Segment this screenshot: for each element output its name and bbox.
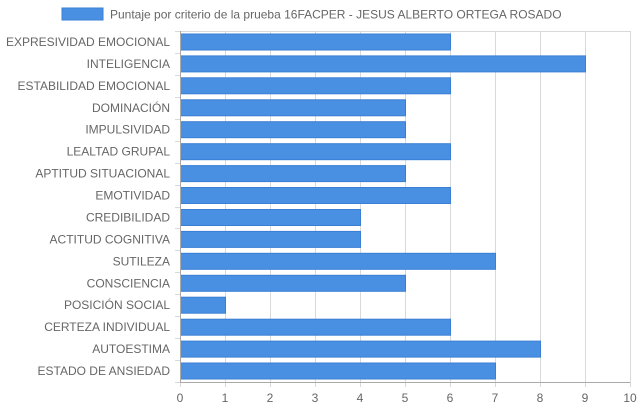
category-label: EXPRESIVIDAD EMOCIONAL bbox=[6, 35, 170, 49]
bar[interactable] bbox=[180, 165, 406, 183]
legend-swatch bbox=[61, 7, 104, 21]
bar[interactable] bbox=[180, 143, 451, 161]
category-labels: EXPRESIVIDAD EMOCIONAL INTELIGENCIA ESTABI… bbox=[6, 35, 170, 378]
category-label: POSICIÓN SOCIAL bbox=[64, 297, 170, 312]
category-label: IMPULSIVIDAD bbox=[85, 123, 170, 137]
category-label: ACTITUD COGNITIVA bbox=[50, 232, 170, 246]
category-label: SUTILEZA bbox=[113, 254, 170, 268]
category-label: LEALTAD GRUPAL bbox=[67, 145, 171, 159]
x-tick-label: 2 bbox=[267, 391, 274, 405]
bar[interactable] bbox=[180, 230, 361, 248]
category-label: INTELIGENCIA bbox=[87, 57, 170, 71]
x-tick-label: 1 bbox=[222, 391, 229, 405]
category-label: EMOTIVIDAD bbox=[95, 189, 170, 203]
bar[interactable] bbox=[180, 121, 406, 139]
x-tick-label: 8 bbox=[537, 391, 544, 405]
x-tick-label: 4 bbox=[357, 391, 364, 405]
bar[interactable] bbox=[180, 318, 451, 336]
legend-label: Puntaje por criterio de la prueba 16FACP… bbox=[110, 8, 562, 22]
category-label: ESTABILIDAD EMOCIONAL bbox=[18, 79, 171, 93]
bar[interactable] bbox=[180, 340, 541, 358]
category-label: AUTOESTIMA bbox=[92, 342, 170, 356]
bar[interactable] bbox=[180, 187, 451, 204]
bar[interactable] bbox=[180, 252, 496, 270]
bar[interactable] bbox=[180, 362, 496, 380]
category-label: CONSCIENCIA bbox=[87, 276, 170, 290]
x-tick-labels: 0 1 2 3 4 5 6 7 8 9 10 bbox=[177, 391, 637, 405]
bar[interactable] bbox=[180, 33, 451, 51]
x-tick-label: 6 bbox=[447, 391, 454, 405]
bar[interactable] bbox=[180, 55, 586, 73]
category-label: CERTEZA INDIVIDUAL bbox=[44, 320, 170, 334]
x-tick-label: 10 bbox=[623, 391, 637, 405]
legend[interactable]: Puntaje por criterio de la prueba 16FACP… bbox=[61, 7, 562, 22]
category-label: APTITUD SITUACIONAL bbox=[35, 167, 170, 181]
bars bbox=[180, 33, 586, 380]
bar[interactable] bbox=[180, 274, 406, 292]
category-label: ESTADO DE ANSIEDAD bbox=[38, 364, 171, 378]
x-tick-label: 0 bbox=[177, 391, 184, 405]
x-tick-label: 3 bbox=[312, 391, 319, 405]
bar[interactable] bbox=[180, 99, 406, 117]
category-label: CREDIBILIDAD bbox=[86, 211, 170, 225]
bar[interactable] bbox=[180, 77, 451, 95]
bar[interactable] bbox=[180, 296, 226, 314]
x-tick-label: 5 bbox=[402, 391, 409, 405]
category-label: DOMINACIÓN bbox=[92, 100, 170, 115]
x-tick-label: 9 bbox=[582, 391, 589, 405]
x-tick-label: 7 bbox=[492, 391, 499, 405]
bar[interactable] bbox=[180, 209, 361, 226]
